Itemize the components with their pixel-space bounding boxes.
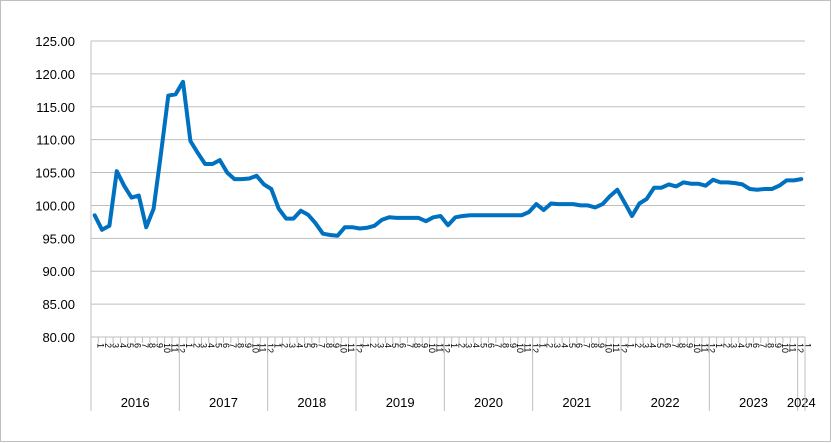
y-tick-label: 90.00 (42, 264, 75, 279)
year-label: 2020 (474, 395, 503, 410)
series (95, 82, 802, 236)
y-tick-label: 110.00 (36, 133, 75, 148)
year-label: 2016 (121, 395, 150, 410)
year-label: 2019 (386, 395, 415, 410)
x-axis-month-labels: 1234567891011121234567891011121234567891… (91, 337, 812, 353)
y-tick-label: 125.00 (35, 34, 75, 49)
y-tick-label: 120.00 (35, 67, 75, 82)
y-tick-label: 95.00 (42, 231, 75, 246)
y-tick-label: 85.00 (42, 297, 75, 312)
series-line (95, 82, 802, 236)
year-label: 2018 (297, 395, 326, 410)
y-tick-label: 105.00 (35, 166, 75, 181)
year-label: 2021 (562, 395, 591, 410)
y-axis-tick-labels: 80.00 85.00 90.00 95.00 100.00 105.00 110.00 11… (35, 34, 75, 345)
year-label: 2024 (787, 395, 816, 410)
year-label: 2022 (651, 395, 680, 410)
axes (91, 41, 805, 337)
y-tick-label: 100.00 (35, 198, 75, 213)
y-tick-label: 115.00 (36, 100, 75, 115)
year-label: 2017 (209, 395, 238, 410)
year-label: 2023 (739, 395, 768, 410)
gridlines (91, 41, 805, 337)
month-tick-label: 1 (802, 343, 812, 348)
y-tick-label: 80.00 (42, 330, 75, 345)
